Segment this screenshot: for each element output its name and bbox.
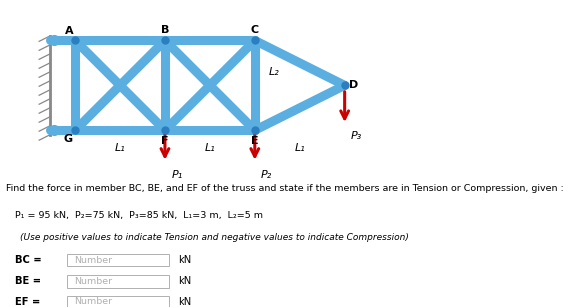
Text: (Use positive values to indicate Tension and negative values to indicate Compres: (Use positive values to indicate Tension… [20, 233, 409, 242]
Text: P₂: P₂ [261, 170, 272, 180]
Text: F: F [161, 136, 168, 146]
Text: G: G [64, 134, 72, 144]
Text: BE =: BE = [15, 276, 41, 286]
Text: P₁ = 95 kN,  P₂=75 kN,  P₃=85 kN,  L₁=3 m,  L₂=5 m: P₁ = 95 kN, P₂=75 kN, P₃=85 kN, L₁=3 m, … [15, 211, 262, 220]
Text: C: C [251, 25, 259, 35]
Bar [67, 275, 169, 288]
Bar [67, 296, 169, 307]
Text: EF =: EF = [15, 297, 40, 307]
Text: P₃: P₃ [351, 131, 362, 141]
Text: P₁: P₁ [171, 170, 182, 180]
Text: A: A [65, 26, 73, 37]
Text: L₁: L₁ [115, 143, 125, 153]
Bar [67, 254, 169, 266]
Text: kN: kN [178, 276, 191, 286]
Text: B: B [161, 25, 169, 35]
Text: kN: kN [178, 297, 191, 307]
Text: kN: kN [178, 255, 191, 265]
Text: Number: Number [74, 297, 112, 306]
Text: L₁: L₁ [294, 143, 305, 153]
Text: L₁: L₁ [205, 143, 215, 153]
Text: D: D [349, 80, 359, 90]
Text: BC =: BC = [15, 255, 41, 265]
Text: L₂: L₂ [269, 67, 280, 77]
Text: E: E [251, 136, 259, 146]
Text: Number: Number [74, 256, 112, 265]
Text: Number: Number [74, 277, 112, 286]
Text: Find the force in member BC, BE, and EF of the truss and state if the members ar: Find the force in member BC, BE, and EF … [6, 184, 564, 193]
